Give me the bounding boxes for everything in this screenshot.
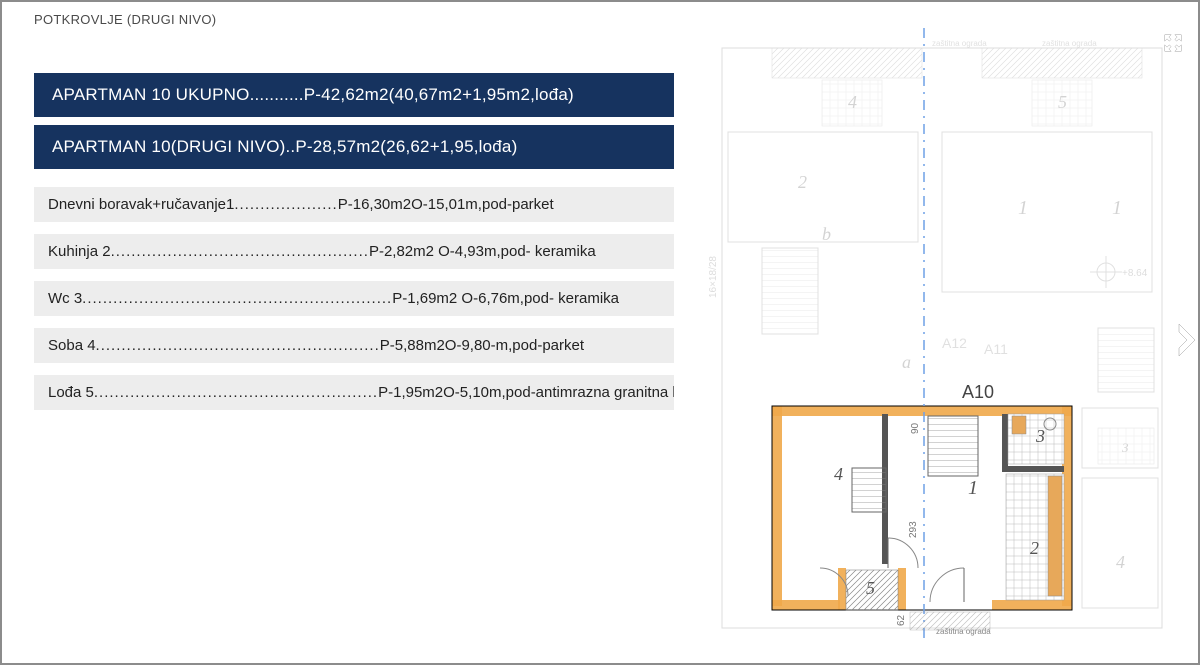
room-number: 5 — [866, 578, 875, 598]
room-spec-row: Wc 3 ...................................… — [34, 281, 674, 316]
room-spec: P-2,82m2 O-4,93m,pod- keramika — [369, 243, 596, 260]
level-area-bar: APARTMAN 10(DRUGI NIVO)..P-28,57m2(26,62… — [34, 125, 674, 169]
room-number-faded: 2 — [798, 172, 807, 192]
page-container: POTKROVLJE (DRUGI NIVO) APARTMAN 10 UKUP… — [0, 0, 1200, 665]
room-spec-row: Kuhinja 2 ..............................… — [34, 234, 674, 269]
expand-icon[interactable] — [1162, 32, 1184, 54]
leader-dots: ........................................… — [96, 337, 380, 354]
next-arrow-icon[interactable] — [1174, 322, 1200, 358]
leader-dots: ........................................… — [82, 290, 392, 307]
room-spec: P-1,95m2O-5,10m,pod-antimrazna granitna … — [378, 384, 674, 401]
svg-text:16×18/28: 16×18/28 — [708, 256, 719, 298]
room-letter-faded: a — [902, 352, 911, 372]
floorplan-svg: zaštitna ograda zaštitna ograda 4 5 2 b … — [702, 28, 1182, 638]
room-spec-row: Lođa 5 .................................… — [34, 375, 674, 410]
fence-label: zaštitna ograda — [1042, 39, 1097, 48]
room-spec-row: Dnevni boravak+ručavanje1 ..............… — [34, 187, 674, 222]
room-name: Soba 4 — [48, 337, 96, 354]
room-number-faded: 1 — [1018, 197, 1028, 219]
room-number: 1 — [968, 477, 978, 499]
room-number-faded: 1 — [1112, 197, 1122, 219]
unit-label-faded: A11 — [984, 341, 1008, 357]
room-spec: P-16,30m2O-15,01m,pod-parket — [338, 196, 554, 213]
total-area-bar: APARTMAN 10 UKUPNO...........P-42,62m2(4… — [34, 73, 674, 117]
leader-dots: ........................................… — [94, 384, 378, 401]
room-name: Dnevni boravak+ručavanje1 — [48, 196, 234, 213]
room-spec-list: Dnevni boravak+ručavanje1 ..............… — [34, 187, 702, 410]
room-letter-faded: b — [822, 224, 831, 244]
elevation-label: +8.64 — [1122, 268, 1148, 279]
room-number-faded: 3 — [1121, 440, 1129, 455]
room-spec: P-5,88m2O-9,80-m,pod-parket — [380, 337, 584, 354]
fence-label: zaštitna ograda — [936, 627, 991, 636]
leader-dots: ........................................… — [111, 243, 369, 260]
room-name: Kuhinja 2 — [48, 243, 111, 260]
unit-label-faded: A12 — [942, 335, 967, 351]
dimension: 62 — [896, 614, 907, 626]
room-name: Lođa 5 — [48, 384, 94, 401]
room-number: 3 — [1035, 426, 1045, 446]
floorplan-panel: zaštitna ograda zaštitna ograda 4 5 2 b … — [702, 2, 1198, 663]
room-number-faded: 5 — [1058, 92, 1067, 112]
leader-dots: .................... — [234, 196, 337, 213]
room-number-faded: 4 — [1116, 552, 1125, 572]
room-name: Wc 3 — [48, 290, 82, 307]
fence-label: zaštitna ograda — [932, 39, 987, 48]
floor-subtitle: POTKROVLJE (DRUGI NIVO) — [34, 12, 702, 27]
room-spec: P-1,69m2 O-6,76m,pod- keramika — [392, 290, 619, 307]
unit-label: A10 — [962, 382, 994, 402]
dimension: 293 — [908, 521, 919, 538]
spec-panel: POTKROVLJE (DRUGI NIVO) APARTMAN 10 UKUP… — [2, 2, 702, 663]
room-number-faded: 4 — [848, 92, 857, 112]
room-number: 4 — [834, 464, 843, 484]
room-spec-row: Soba 4 .................................… — [34, 328, 674, 363]
room-number: 2 — [1030, 538, 1039, 558]
dimension: 90 — [910, 422, 921, 434]
